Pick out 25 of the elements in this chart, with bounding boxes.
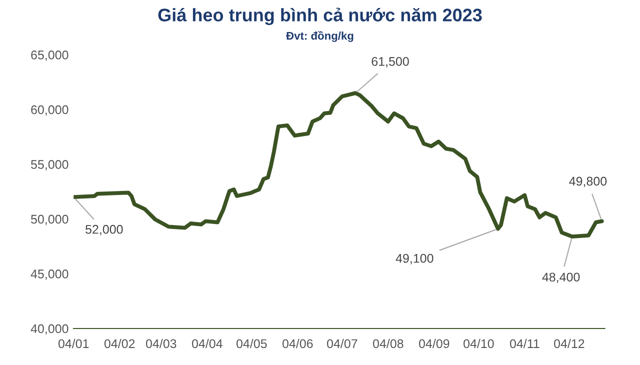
x-tick-label: 04/08: [373, 338, 404, 348]
x-tick-label: 04/02: [104, 338, 135, 348]
x-tick-label: 04/07: [327, 338, 358, 348]
annotation: 52,000: [86, 224, 123, 236]
annotation: 49,800: [569, 176, 607, 188]
x-tick-label: 04/01: [58, 338, 89, 348]
x-tick-label: 04/03: [146, 338, 176, 348]
chart-subtitle: Đvt: đồng/kg: [286, 31, 354, 42]
x-tick-label: 04/06: [282, 338, 313, 348]
y-tick-label: 40,000: [30, 324, 68, 335]
annotation: 48,400: [542, 272, 580, 284]
x-tick-label: 04/04: [192, 338, 222, 348]
y-tick-label: 45,000: [30, 270, 68, 280]
x-tick-label: 04/11: [510, 338, 540, 348]
x-tick-label: 04/12: [554, 338, 584, 348]
chart-title: Giá heo trung bình cả nước năm 2023: [158, 8, 482, 26]
x-tick-label: 04/09: [419, 338, 450, 348]
y-tick-label: 55,000: [31, 160, 68, 170]
y-tick-label: 60,000: [31, 105, 68, 116]
annotation: 49,100: [396, 254, 434, 264]
x-tick-label: 04/05: [236, 338, 267, 348]
y-tick-label: 65,000: [31, 50, 68, 61]
x-tick-label: 04/10: [464, 338, 494, 348]
y-tick-label: 50,000: [31, 214, 68, 226]
annotation: 61,500: [372, 57, 409, 68]
